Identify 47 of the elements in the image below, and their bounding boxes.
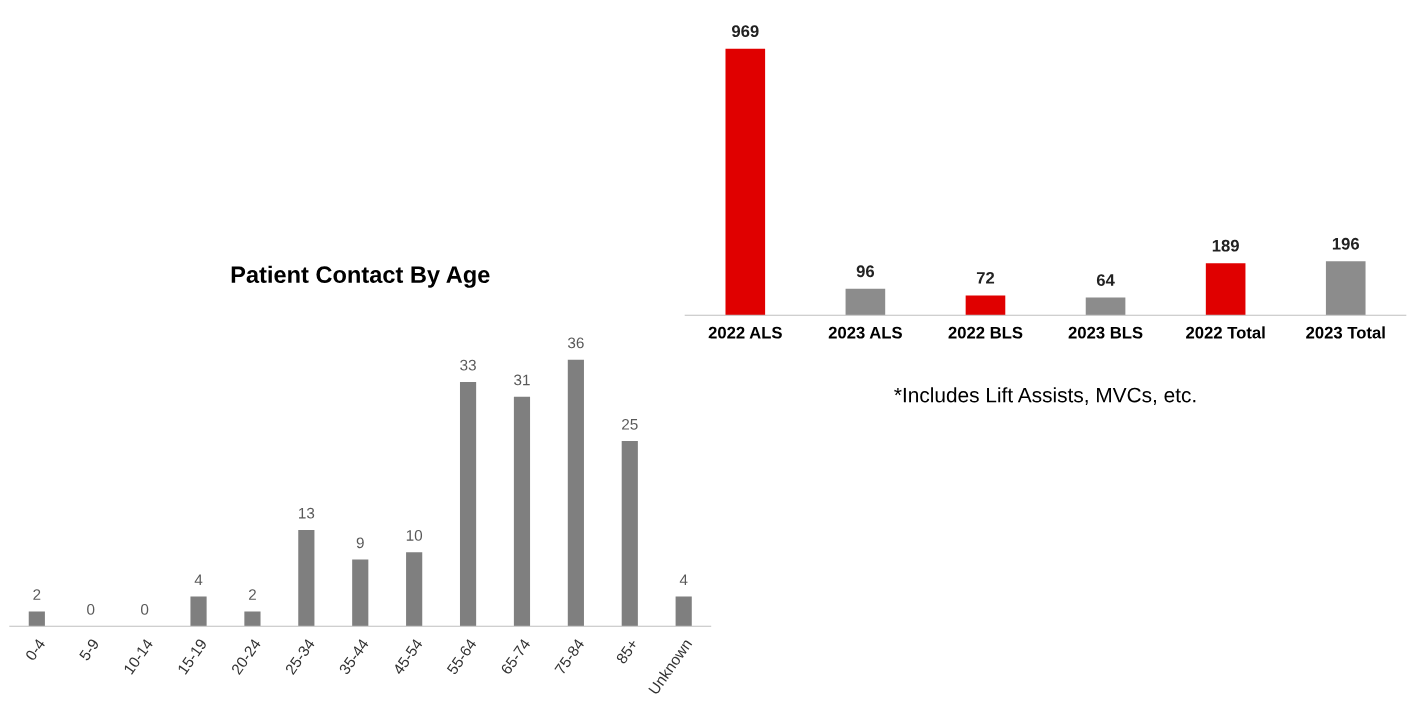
bar	[1205, 263, 1246, 316]
x-tick-label: 2023 BLS	[1068, 326, 1143, 339]
bar	[1085, 297, 1126, 316]
bar	[845, 288, 886, 316]
data-label: 196	[1332, 237, 1360, 250]
bar	[244, 611, 261, 627]
data-label: 0	[140, 604, 149, 615]
x-tick-label: 5-9	[78, 638, 100, 662]
x-tick-label: 2023 Total	[1306, 326, 1385, 339]
bar	[567, 359, 584, 627]
x-tick-label: 85+	[615, 638, 639, 665]
bar	[965, 295, 1006, 316]
data-label: 10	[406, 529, 423, 541]
data-label: 0	[87, 604, 95, 615]
data-label: 969	[731, 25, 759, 38]
bar	[28, 611, 45, 627]
chart-title: Patient Contact By Age	[231, 265, 490, 288]
text: *Includes Lift Assists, MVCs, etc.	[894, 387, 1196, 405]
data-label: 31	[514, 374, 530, 386]
data-label: 33	[460, 359, 476, 371]
data-label: 13	[299, 507, 315, 519]
x-tick-label: 2022 ALS	[708, 326, 782, 339]
data-label: 9	[356, 537, 364, 549]
data-label: 2	[33, 589, 41, 600]
bar	[675, 596, 692, 627]
data-label: 64	[1096, 274, 1115, 286]
data-label: 36	[567, 337, 584, 349]
bar	[621, 441, 638, 627]
x-tick-label: 2023 ALS	[828, 326, 902, 339]
x-tick-label: 2022 BLS	[948, 326, 1023, 339]
bar	[1325, 261, 1366, 316]
bar	[459, 381, 477, 627]
bar	[352, 559, 369, 627]
x-tick-label: 0-4	[24, 637, 46, 662]
bar	[190, 596, 207, 627]
data-label: 72	[976, 271, 995, 284]
data-label: 189	[1212, 239, 1239, 252]
data-label: 96	[856, 265, 875, 278]
data-label: 4	[679, 574, 688, 586]
bar	[406, 552, 423, 627]
x-tick-label: 2022 Total	[1186, 326, 1265, 339]
bar	[298, 529, 315, 627]
bar	[513, 396, 531, 627]
data-label: 25	[622, 418, 638, 430]
bar	[725, 48, 766, 316]
data-label: 2	[248, 589, 256, 600]
data-label: 4	[194, 574, 203, 586]
